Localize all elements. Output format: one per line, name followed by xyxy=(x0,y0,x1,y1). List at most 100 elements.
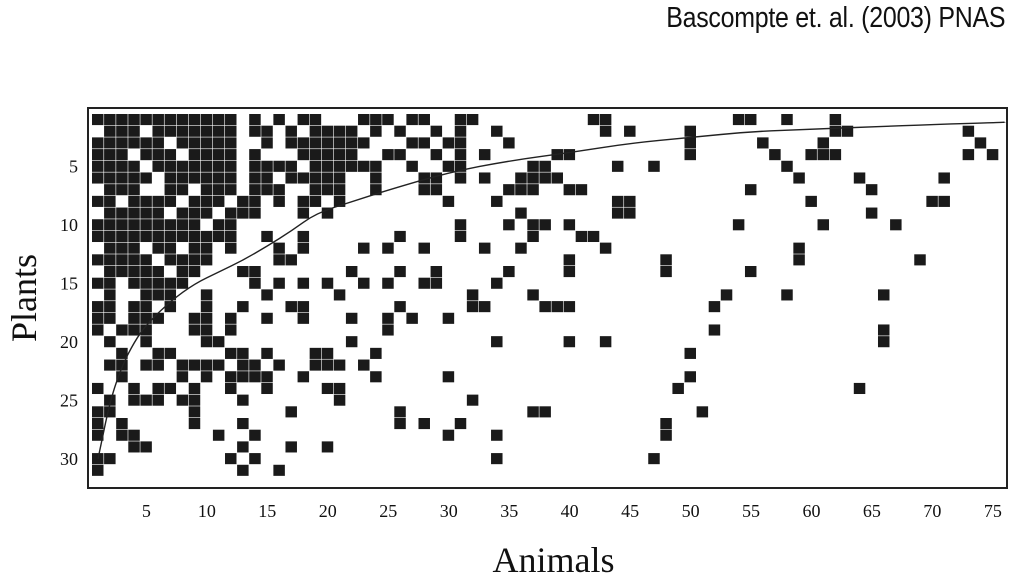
matrix-cell xyxy=(140,219,151,230)
matrix-cell xyxy=(866,208,877,219)
matrix-cell xyxy=(116,137,127,148)
matrix-cell xyxy=(781,289,792,300)
matrix-cell xyxy=(334,289,345,300)
x-tick-label: 45 xyxy=(621,501,639,521)
matrix-cell xyxy=(527,231,538,242)
matrix-cell xyxy=(128,196,139,207)
matrix-cell xyxy=(564,149,575,160)
matrix-cell xyxy=(128,301,139,312)
matrix-cell xyxy=(455,114,466,125)
matrix-cell xyxy=(418,278,429,289)
matrix-cell xyxy=(201,172,212,183)
matrix-cell xyxy=(225,172,236,183)
matrix-cell xyxy=(177,219,188,230)
matrix-cell xyxy=(201,254,212,265)
matrix-cell xyxy=(140,114,151,125)
matrix-cell xyxy=(92,418,103,429)
matrix-cell xyxy=(152,243,163,254)
matrix-cell xyxy=(334,172,345,183)
matrix-cell xyxy=(781,161,792,172)
matrix-cell xyxy=(660,266,671,277)
matrix-cell xyxy=(249,149,260,160)
matrix-cell xyxy=(140,360,151,371)
matrix-cell xyxy=(128,243,139,254)
matrix-cell xyxy=(92,149,103,160)
matrix-cell xyxy=(261,383,272,394)
matrix-cell xyxy=(298,313,309,324)
x-tick-label: 40 xyxy=(561,501,579,521)
matrix-cell xyxy=(455,149,466,160)
matrix-cell xyxy=(201,301,212,312)
matrix-cell xyxy=(140,172,151,183)
matrix-cell xyxy=(104,313,115,324)
matrix-cell xyxy=(116,114,127,125)
matrix-cell xyxy=(201,126,212,137)
matrix-cell xyxy=(249,208,260,219)
matrix-cell xyxy=(213,336,224,347)
matrix-cell xyxy=(310,161,321,172)
matrix-cell xyxy=(298,137,309,148)
x-tick-label: 60 xyxy=(803,501,821,521)
matrix-cell xyxy=(285,161,296,172)
matrix-cell xyxy=(818,219,829,230)
matrix-cell xyxy=(237,441,248,452)
matrix-cell xyxy=(382,278,393,289)
matrix-cell xyxy=(685,371,696,382)
matrix-cell xyxy=(140,395,151,406)
matrix-cell xyxy=(189,126,200,137)
matrix-cell xyxy=(322,441,333,452)
matrix-cell xyxy=(189,219,200,230)
matrix-cell xyxy=(757,137,768,148)
matrix-cell xyxy=(104,289,115,300)
matrix-cell xyxy=(225,208,236,219)
matrix-cell xyxy=(177,254,188,265)
matrix-cell xyxy=(92,278,103,289)
matrix-cell xyxy=(285,126,296,137)
matrix-cell xyxy=(177,172,188,183)
matrix-cell xyxy=(165,348,176,359)
matrix-cell xyxy=(128,383,139,394)
matrix-cell xyxy=(298,301,309,312)
matrix-cell xyxy=(285,301,296,312)
matrix-cell xyxy=(298,114,309,125)
matrix-cell xyxy=(479,172,490,183)
matrix-cell xyxy=(116,324,127,335)
matrix-cell xyxy=(249,453,260,464)
matrix-cell xyxy=(987,149,998,160)
x-tick-label: 65 xyxy=(863,501,881,521)
matrix-cell xyxy=(358,114,369,125)
matrix-cell xyxy=(152,126,163,137)
matrix-cell xyxy=(660,430,671,441)
matrix-cell xyxy=(285,441,296,452)
matrix-cell xyxy=(225,184,236,195)
matrix-cell xyxy=(467,114,478,125)
matrix-cell xyxy=(177,395,188,406)
matrix-cell xyxy=(334,126,345,137)
matrix-cell xyxy=(92,324,103,335)
matrix-cell xyxy=(322,278,333,289)
matrix-cell xyxy=(854,383,865,394)
matrix-cell xyxy=(479,301,490,312)
matrix-cell xyxy=(322,149,333,160)
matrix-cell xyxy=(539,301,550,312)
matrix-cell xyxy=(576,184,587,195)
matrix-cell xyxy=(201,243,212,254)
matrix-cell xyxy=(552,172,563,183)
matrix-cell xyxy=(189,196,200,207)
x-tick-label: 15 xyxy=(258,501,276,521)
matrix-cell xyxy=(201,208,212,219)
matrix-cell xyxy=(394,266,405,277)
matrix-cell xyxy=(140,254,151,265)
matrix-cell xyxy=(443,137,454,148)
matrix-cell xyxy=(261,313,272,324)
matrix-cell xyxy=(564,254,575,265)
matrix-cell xyxy=(189,266,200,277)
matrix-cell xyxy=(152,278,163,289)
matrix-cell xyxy=(418,137,429,148)
matrix-cell xyxy=(249,196,260,207)
matrix-cell xyxy=(721,289,732,300)
matrix-cell xyxy=(406,137,417,148)
matrix-cell xyxy=(334,395,345,406)
matrix-cell xyxy=(128,278,139,289)
